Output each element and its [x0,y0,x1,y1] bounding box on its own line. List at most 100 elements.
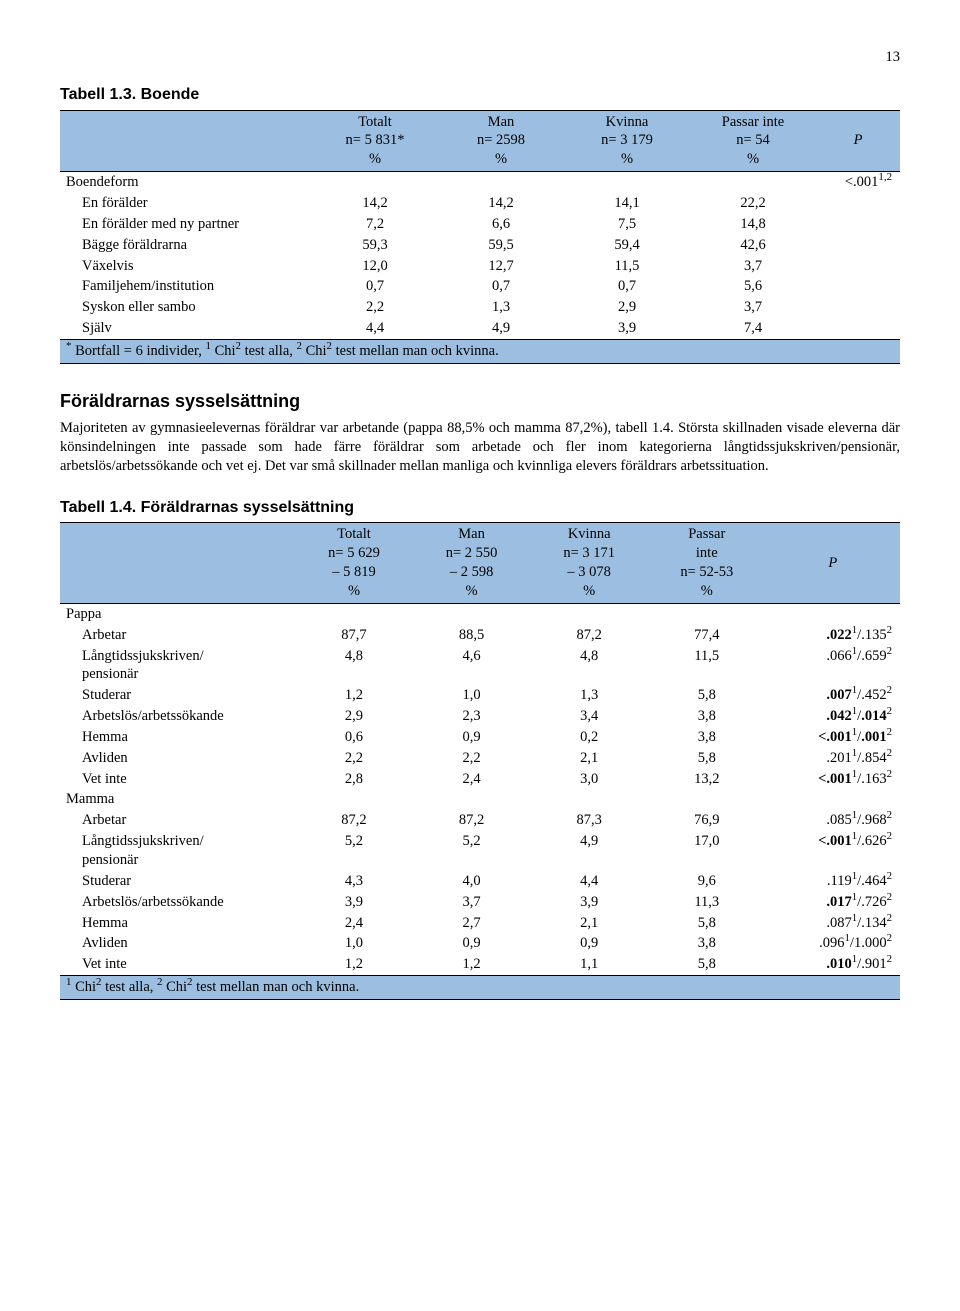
table-row: Arbetar87,788,587,277,4.0221/.1352 [60,625,900,646]
table1-header-row: Totalt n= 5 831* % Man n= 2598 % Kvinna … [60,110,900,172]
row-label: En förälder med ny partner [60,214,312,235]
row-label: En förälder [60,193,312,214]
cell: 2,9 [564,297,690,318]
cell [438,172,564,193]
p-cell: .0961/1.0002 [766,933,900,954]
cell: 0,6 [295,727,413,748]
p-cell: .2011/.8542 [766,748,900,769]
cell: 0,2 [530,727,648,748]
cell [564,172,690,193]
t1-h3: Man n= 2598 % [438,110,564,172]
cell: 5,2 [295,831,413,871]
cell: 11,3 [648,892,766,913]
row-label: Syskon eller sambo [60,297,312,318]
cell: 0,9 [530,933,648,954]
cell: 42,6 [690,235,816,256]
table-row: Vet inte2,82,43,013,2<.0011/.1632 [60,769,900,790]
cell: 4,9 [438,318,564,339]
p-cell: .0101/.9012 [766,954,900,975]
p-cell: <.0011/.1632 [766,769,900,790]
p-cell: .0871/.1342 [766,913,900,934]
cell: 2,4 [295,913,413,934]
cell: 4,4 [312,318,438,339]
row-label: Avliden [60,933,295,954]
row-label: Hemma [60,727,295,748]
cell: 3,0 [530,769,648,790]
table-row: Bägge föräldrarna59,359,559,442,6 [60,235,900,256]
p-cell [816,276,900,297]
cell: 12,0 [312,256,438,277]
table-boende: Totalt n= 5 831* % Man n= 2598 % Kvinna … [60,110,900,364]
cell: 3,9 [564,318,690,339]
cell: 2,7 [413,913,531,934]
p-cell: <.0011/.0012 [766,727,900,748]
cell: 5,8 [648,954,766,975]
t1-h2: Totalt n= 5 831* % [312,110,438,172]
table-row: Långtidssjukskriven/pensionär5,25,24,917… [60,831,900,871]
p-cell [816,256,900,277]
cell: 0,7 [564,276,690,297]
table-row: Familjehem/institution0,70,70,75,6 [60,276,900,297]
section-title: Föräldrarnas sysselsättning [60,390,900,413]
cell: 2,1 [530,748,648,769]
cell: 3,7 [690,297,816,318]
table-row: Arbetar87,287,287,376,9.0851/.9682 [60,810,900,831]
table-row: Studerar4,34,04,49,6.1191/.4642 [60,871,900,892]
cell: 1,0 [295,933,413,954]
cell: 0,7 [438,276,564,297]
cell: 14,8 [690,214,816,235]
cell: 4,8 [295,646,413,686]
table-row: Arbetslös/arbetssökande3,93,73,911,3.017… [60,892,900,913]
table-row: Studerar1,21,01,35,8.0071/.4522 [60,685,900,706]
table-row: Avliden1,00,90,93,8.0961/1.0002 [60,933,900,954]
cell: 4,8 [530,646,648,686]
table-row: Avliden2,22,22,15,8.2011/.8542 [60,748,900,769]
table-row: Själv4,44,93,97,4 [60,318,900,339]
cell: 1,2 [413,954,531,975]
p-cell: <.0011,2 [816,172,900,193]
cell [690,172,816,193]
cell: 2,2 [312,297,438,318]
cell: 7,4 [690,318,816,339]
t1-h1 [60,110,312,172]
cell: 59,5 [438,235,564,256]
cell: 2,2 [413,748,531,769]
cell: 5,2 [413,831,531,871]
t2-h5: Passar inte n= 52-53 % [648,523,766,603]
cell: 0,9 [413,727,531,748]
cell: 3,4 [530,706,648,727]
table-row: Långtidssjukskriven/pensionär4,84,64,811… [60,646,900,686]
cell: 2,4 [413,769,531,790]
row-label: Växelvis [60,256,312,277]
cell: 3,9 [530,892,648,913]
cell: 3,7 [413,892,531,913]
cell: 6,6 [438,214,564,235]
group-label: Mamma [60,789,295,810]
cell: 1,2 [295,954,413,975]
row-label: Arbetslös/arbetssökande [60,892,295,913]
row-label: Studerar [60,685,295,706]
cell: 87,2 [413,810,531,831]
cell: 11,5 [648,646,766,686]
table-row: Hemma0,60,90,23,8<.0011/.0012 [60,727,900,748]
row-label: Vet inte [60,769,295,790]
row-label: Själv [60,318,312,339]
p-cell: .0171/.7262 [766,892,900,913]
table-sysselsattning: Totalt n= 5 629 – 5 819 % Man n= 2 550 –… [60,522,900,999]
p-cell: <.0011/.6262 [766,831,900,871]
cell: 2,9 [295,706,413,727]
t1-h5: Passar inte n= 54 % [690,110,816,172]
p-cell [816,318,900,339]
row-label: Avliden [60,748,295,769]
cell: 3,8 [648,933,766,954]
group-row: Pappa [60,603,900,624]
p-cell: .0421/.0142 [766,706,900,727]
row-label: Långtidssjukskriven/pensionär [60,831,295,871]
table1-title: Tabell 1.3. Boende [60,85,900,106]
cell: 4,3 [295,871,413,892]
table-row: Boendeform<.0011,2 [60,172,900,193]
cell: 1,1 [530,954,648,975]
cell: 22,2 [690,193,816,214]
cell: 17,0 [648,831,766,871]
t1-h6: P [816,110,900,172]
